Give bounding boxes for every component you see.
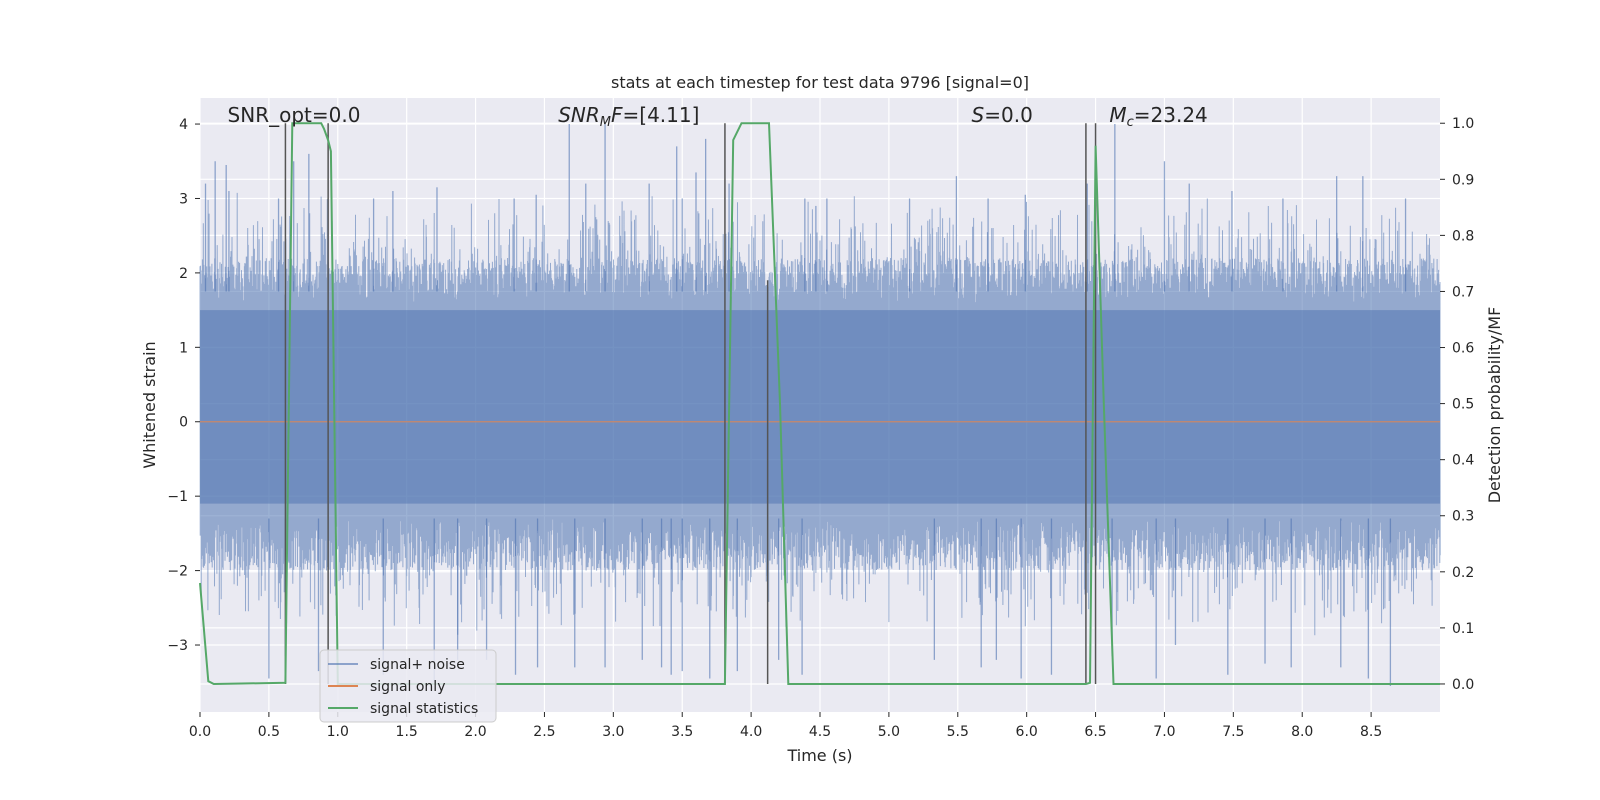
y-tick-label: −3 bbox=[167, 638, 188, 654]
x-axis-label: Time (s) bbox=[786, 746, 852, 765]
x-tick-label: 8.0 bbox=[1291, 724, 1313, 740]
series-signal-plus-noise bbox=[199, 124, 1441, 686]
chart-title: stats at each timestep for test data 979… bbox=[611, 73, 1029, 92]
x-tick-label: 5.5 bbox=[947, 724, 969, 740]
y-right-tick-label: 0.5 bbox=[1452, 397, 1474, 413]
x-tick-label: 2.0 bbox=[464, 724, 486, 740]
y-right-tick-label: 0.2 bbox=[1452, 565, 1474, 581]
series-signal-statistics bbox=[199, 122, 1440, 686]
y-tick-label: −1 bbox=[167, 489, 188, 505]
x-tick-label: 1.5 bbox=[396, 724, 418, 740]
legend-item: signal only bbox=[370, 679, 445, 695]
y-tick-label: 4 bbox=[179, 117, 188, 133]
y-right-tick-label: 1.0 bbox=[1452, 116, 1474, 132]
y-right-tick-label: 0.1 bbox=[1452, 621, 1474, 637]
y-tick-label: 1 bbox=[179, 340, 188, 356]
x-tick-label: 2.5 bbox=[533, 724, 555, 740]
y-right-tick-label: 0.6 bbox=[1452, 341, 1474, 357]
x-tick-label: 0.0 bbox=[189, 724, 211, 740]
y-right-tick-label: 0.8 bbox=[1452, 228, 1474, 244]
y-tick-label: 0 bbox=[179, 415, 188, 431]
annotation-snr-opt: SNR_opt=0.0 bbox=[228, 103, 361, 127]
y-right-tick-label: 0.7 bbox=[1452, 284, 1474, 300]
legend-item: signal+ noise bbox=[370, 657, 465, 673]
x-tick-label: 7.0 bbox=[1153, 724, 1175, 740]
annotations: SNR_opt=0.0 SNRMF=[4.11] S=0.0 Mc=23.24 bbox=[228, 103, 1208, 130]
y-tick-label: 2 bbox=[179, 266, 188, 282]
legend-item: signal statistics bbox=[370, 701, 478, 717]
y-tick-label: −2 bbox=[167, 564, 188, 580]
x-tick-label: 4.0 bbox=[740, 724, 762, 740]
annotation-mc: Mc=23.24 bbox=[1109, 103, 1207, 130]
x-tick-label: 6.0 bbox=[1016, 724, 1038, 740]
annotation-s: S=0.0 bbox=[972, 103, 1033, 127]
x-tick-label: 4.5 bbox=[809, 724, 831, 740]
legend: signal+ noise signal only signal statistic… bbox=[319, 649, 497, 723]
x-tick-label: 6.5 bbox=[1084, 724, 1106, 740]
x-tick-label: 3.5 bbox=[671, 724, 693, 740]
noise-band bbox=[200, 310, 1440, 504]
signal-statistics-line bbox=[199, 122, 1440, 686]
legend-box bbox=[319, 649, 497, 723]
y-right-tick-label: 0.3 bbox=[1452, 509, 1474, 525]
x-tick-label: 1.0 bbox=[327, 724, 349, 740]
x-tick-label: 5.0 bbox=[878, 724, 900, 740]
x-tick-label: 3.0 bbox=[602, 724, 624, 740]
y-right-tick-label: 0.4 bbox=[1452, 453, 1474, 469]
y-axis-right-label: Detection probability/MF bbox=[1485, 307, 1504, 504]
x-tick-label: 7.5 bbox=[1222, 724, 1244, 740]
y-right-tick-label: 0.0 bbox=[1452, 677, 1474, 693]
axes: 0.0 0.5 1.0 1.5 2.0 2.5 3.0 3.5 4.0 4.5 5.0 5.5 6.0 6… bbox=[167, 116, 1474, 740]
x-tick-label: 0.5 bbox=[258, 724, 280, 740]
annotation-snr-mf: SNRMF=[4.11] bbox=[558, 103, 699, 130]
x-tick-label: 8.5 bbox=[1360, 724, 1382, 740]
y-axis-label: Whitened strain bbox=[140, 341, 159, 468]
y-right-tick-label: 0.9 bbox=[1452, 172, 1474, 188]
y-tick-label: 3 bbox=[179, 191, 188, 207]
